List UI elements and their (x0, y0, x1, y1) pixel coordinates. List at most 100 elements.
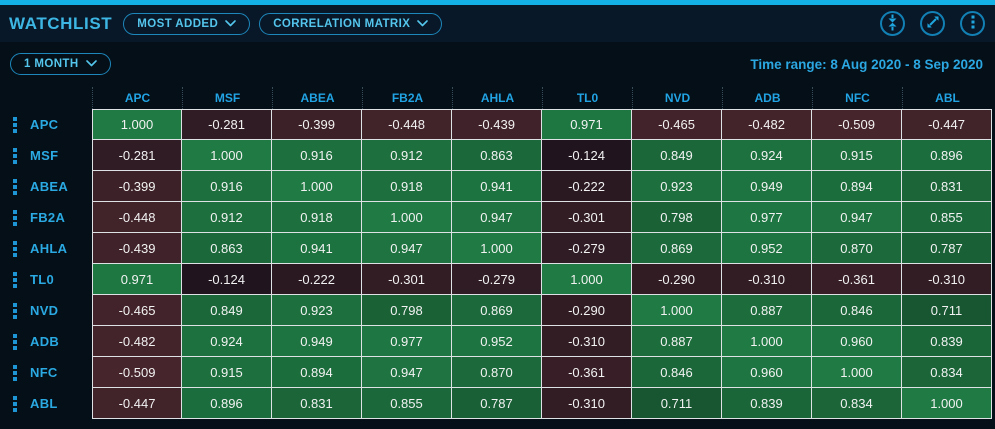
correlation-matrix-dropdown[interactable]: CORRELATION MATRIX (259, 12, 443, 35)
correlation-cell: 0.916 (182, 171, 272, 202)
ticker-label[interactable]: NVD (30, 303, 59, 318)
drag-handle-icon[interactable] (11, 270, 19, 290)
drag-handle-icon[interactable] (11, 301, 19, 321)
correlation-cell: 0.952 (722, 233, 812, 264)
drag-handle-icon[interactable] (11, 239, 19, 259)
correlation-cell: -0.509 (812, 109, 902, 140)
correlation-cell: 1.000 (722, 326, 812, 357)
correlation-cell: 0.915 (812, 140, 902, 171)
correlation-cell: -0.509 (92, 357, 182, 388)
drag-handle-icon[interactable] (11, 115, 19, 135)
correlation-cell: 1.000 (452, 233, 542, 264)
drag-handle-icon[interactable] (11, 146, 19, 166)
expand-button[interactable] (920, 11, 945, 36)
period-dropdown[interactable]: 1 MONTH (10, 53, 111, 75)
correlation-cell: -0.301 (362, 264, 452, 295)
drag-handle-icon[interactable] (11, 208, 19, 228)
ticker-label[interactable]: ADB (30, 334, 60, 349)
correlation-cell: -0.279 (542, 233, 632, 264)
correlation-cell: 1.000 (902, 388, 992, 419)
correlation-cell: 0.960 (812, 326, 902, 357)
correlation-cell: -0.482 (722, 109, 812, 140)
correlation-cell: 1.000 (542, 264, 632, 295)
collapse-button[interactable] (880, 11, 905, 36)
correlation-cell: -0.310 (542, 326, 632, 357)
time-range-label: Time range: 8 Aug 2020 - 8 Sep 2020 (750, 56, 983, 72)
correlation-cell: 0.711 (902, 295, 992, 326)
correlation-cell: -0.361 (812, 264, 902, 295)
correlation-cell: -0.310 (902, 264, 992, 295)
column-header-ahla: AHLA (452, 87, 542, 109)
correlation-cell: 0.918 (272, 202, 362, 233)
row-label-tl0: TL0 (0, 264, 92, 295)
correlation-cell: 0.834 (812, 388, 902, 419)
correlation-cell: -0.124 (182, 264, 272, 295)
correlation-cell: 0.839 (722, 388, 812, 419)
correlation-cell: -0.222 (272, 264, 362, 295)
widget-header: WATCHLIST MOST ADDED CORRELATION MATRIX (0, 5, 995, 42)
correlation-cell: 1.000 (812, 357, 902, 388)
correlation-cell: 0.896 (182, 388, 272, 419)
correlation-cell: -0.281 (92, 140, 182, 171)
correlation-cell: 1.000 (182, 140, 272, 171)
ticker-label[interactable]: TL0 (30, 272, 55, 287)
drag-handle-icon[interactable] (11, 394, 19, 414)
ticker-label[interactable]: MSF (30, 148, 59, 163)
expand-icon (926, 15, 940, 32)
row-label-fb2a: FB2A (0, 202, 92, 233)
correlation-cell: 0.798 (632, 202, 722, 233)
correlation-cell: -0.279 (452, 264, 542, 295)
more-options-button[interactable] (960, 11, 985, 36)
correlation-cell: 0.924 (182, 326, 272, 357)
drag-handle-icon[interactable] (11, 332, 19, 352)
correlation-cell: 0.915 (182, 357, 272, 388)
correlation-cell: 0.849 (182, 295, 272, 326)
correlation-cell: 0.947 (362, 233, 452, 264)
correlation-cell: 0.949 (722, 171, 812, 202)
chevron-down-icon (417, 18, 429, 30)
correlation-cell: 0.831 (272, 388, 362, 419)
correlation-cell: 0.855 (902, 202, 992, 233)
correlation-cell: 1.000 (272, 171, 362, 202)
correlation-cell: -0.290 (632, 264, 722, 295)
correlation-cell: 0.869 (452, 295, 542, 326)
correlation-cell: 0.923 (632, 171, 722, 202)
ticker-label[interactable]: NFC (30, 365, 58, 380)
correlation-cell: 0.869 (632, 233, 722, 264)
correlation-cell: -0.465 (632, 109, 722, 140)
correlation-cell: 0.834 (902, 357, 992, 388)
correlation-matrix-table: APC MSF ABEA FB2A AHLA TL0 NVD ADB NFC ABL APC 1.00… (0, 87, 992, 419)
correlation-cell: -0.290 (542, 295, 632, 326)
column-header-msf: MSF (182, 87, 272, 109)
column-header-adb: ADB (722, 87, 812, 109)
drag-handle-icon[interactable] (11, 177, 19, 197)
correlation-cell: 0.887 (722, 295, 812, 326)
correlation-cell: 0.787 (902, 233, 992, 264)
ticker-label[interactable]: ABEA (30, 179, 69, 194)
most-added-dropdown[interactable]: MOST ADDED (123, 12, 251, 35)
drag-handle-icon[interactable] (11, 363, 19, 383)
correlation-cell: 0.960 (722, 357, 812, 388)
column-header-abl: ABL (902, 87, 992, 109)
correlation-cell: -0.222 (542, 171, 632, 202)
row-label-abea: ABEA (0, 171, 92, 202)
correlation-cell: 0.918 (362, 171, 452, 202)
correlation-cell: 0.971 (92, 264, 182, 295)
row-label-nfc: NFC (0, 357, 92, 388)
row-label-abl: ABL (0, 388, 92, 419)
correlation-cell: 0.870 (452, 357, 542, 388)
period-dropdown-label: 1 MONTH (24, 58, 79, 70)
correlation-cell: 0.941 (272, 233, 362, 264)
accent-top-strip (0, 0, 995, 5)
ticker-label[interactable]: FB2A (30, 210, 66, 225)
correlation-cell: -0.448 (362, 109, 452, 140)
correlation-cell: 0.977 (362, 326, 452, 357)
correlation-cell: -0.447 (92, 388, 182, 419)
ticker-label[interactable]: AHLA (30, 241, 68, 256)
ticker-label[interactable]: ABL (30, 396, 58, 411)
correlation-cell: -0.310 (542, 388, 632, 419)
row-label-adb: ADB (0, 326, 92, 357)
ticker-label[interactable]: APC (30, 117, 59, 132)
correlation-cell: -0.301 (542, 202, 632, 233)
correlation-cell: 0.912 (182, 202, 272, 233)
